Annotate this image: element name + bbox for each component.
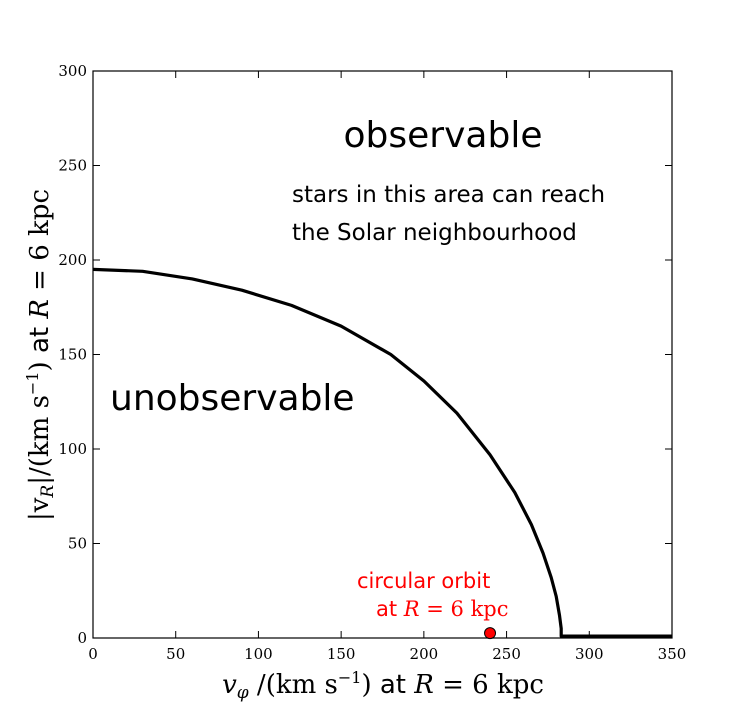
x-axis-label: vφ /(km s−1) at R = 6 kpc [222,668,544,703]
x-tick-label: 150 [327,645,356,663]
y-tick-label: 200 [58,251,87,269]
annotation-stars-line1: stars in this area can reach [292,182,605,208]
annotation-stars-line2: the Solar neighbourhood [292,220,577,246]
y-tick-label: 250 [58,157,87,175]
annotation-unobservable: unobservable [110,378,355,419]
x-tick-labels: 0 50 100 150 200 250 300 350 [88,645,686,663]
y-tick-labels: 0 50 100 150 200 250 300 [58,62,87,647]
circular-orbit-marker [484,627,497,640]
x-tick-label: 200 [410,645,439,663]
x-tick-label: 250 [492,645,521,663]
annotation-circular-orbit-radius: at R = 6 kpc [376,597,509,621]
x-tick-label: 0 [88,645,98,663]
y-tick-label: 300 [58,62,87,80]
y-tick-label: 100 [58,440,87,458]
y-tick-label: 50 [68,535,87,553]
y-tick-label: 150 [58,346,87,364]
x-tick-label: 100 [244,645,273,663]
annotation-circular-orbit: circular orbit [357,569,490,593]
x-tick-label: 300 [575,645,604,663]
plot-area [92,70,673,639]
observability-boundary-curve [92,267,672,638]
x-tick-label: 50 [166,645,185,663]
annotation-observable: observable [344,115,543,156]
y-tick-label: 0 [77,629,87,647]
y-axis-label: |vR|/(km s−1) at R = 6 kpc [23,189,58,521]
x-tick-label: 350 [658,645,687,663]
